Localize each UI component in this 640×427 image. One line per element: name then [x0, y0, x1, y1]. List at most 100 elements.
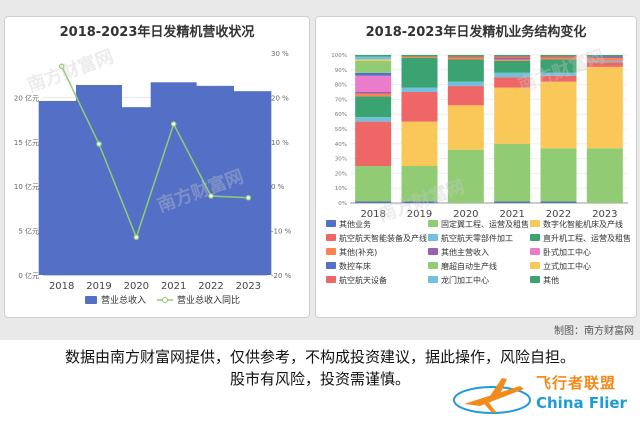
y-tick-label: 70% — [335, 97, 347, 103]
airplane-logo-icon — [453, 378, 531, 414]
stack-segment — [540, 201, 577, 203]
legend-label: 航空航天零部件加工 — [441, 233, 513, 243]
chart-credit: 制图：南方财富网 — [554, 326, 634, 337]
stack-segment — [586, 57, 623, 61]
revenue-bar — [225, 91, 272, 276]
stack-segment — [586, 55, 623, 57]
yoy-point — [96, 141, 102, 147]
legend-label: 直升机工程、运营及租售 — [543, 233, 631, 243]
legend-swatch — [326, 276, 336, 283]
legend-swatch — [530, 248, 540, 255]
legend-swatch — [530, 220, 540, 227]
legend-label: 磨超自动生产线 — [441, 261, 497, 271]
legend-swatch — [326, 248, 336, 255]
legend-label: 营业总收入同比 — [177, 294, 240, 306]
stack-segment — [401, 55, 438, 57]
stack-segment — [401, 201, 438, 203]
stack-segment — [540, 75, 577, 82]
stack-segment — [355, 121, 392, 166]
x-tick-label: 2018 — [49, 281, 74, 292]
stack-segment — [494, 87, 531, 144]
stack-segment — [494, 72, 531, 78]
x-tick-label: 2023 — [592, 209, 617, 220]
x-tick-label: 2022 — [198, 281, 223, 292]
revenue-chart: 0 亿元 5 亿元 10 亿元 15 亿元 20 亿元 -20 % -10 % 0 % 10 %… — [14, 50, 292, 306]
legend-label: 其他主营收入 — [441, 247, 489, 257]
stack-segment — [494, 56, 531, 58]
stack-segment — [494, 57, 531, 60]
business-structure-chart-panel: 2018-2023年日发精机业务结构变化 0% 10% 20% 30% 40% 50% 60… — [315, 16, 637, 318]
legend-label: 数字化智能机床及产线 — [543, 219, 623, 229]
stack-segment — [540, 72, 577, 76]
x-tick-label: 2022 — [546, 209, 571, 220]
y-tick-label: 0 亿元 — [18, 271, 39, 280]
legend-swatch — [530, 234, 540, 241]
x-tick-label: 2018 — [360, 209, 385, 220]
stack-segment — [355, 92, 392, 94]
legend-swatch — [530, 276, 540, 283]
y2-tick-label: 30 % — [271, 50, 289, 58]
legend-label: 营业总收入 — [101, 294, 146, 306]
stack-segment — [401, 121, 438, 166]
legend-label: 其他(补充) — [339, 247, 377, 257]
stack-segment — [355, 56, 392, 60]
stack-segment — [447, 81, 484, 87]
legend-swatch — [428, 262, 438, 269]
y-tick-label: 30% — [335, 157, 347, 163]
y-tick-label: 80% — [335, 83, 347, 89]
stack-segment — [355, 55, 392, 57]
logo-text-en: China Flier — [536, 394, 627, 412]
y-tick-label: 20% — [335, 171, 347, 177]
stack-segment — [355, 93, 392, 97]
stack-segment — [540, 59, 577, 73]
yoy-point — [133, 234, 140, 241]
y2-tick-label: 0 % — [271, 183, 285, 191]
y2-tick-label: -20 % — [271, 272, 292, 280]
y2-tick-label: 10 % — [271, 139, 289, 147]
stack-segment — [586, 62, 623, 67]
stack-segment — [494, 55, 531, 57]
y-tick-label: 50% — [335, 127, 347, 133]
stack-segment — [540, 56, 577, 58]
y-tick-label: 90% — [335, 68, 347, 74]
legend-label: 其他 — [543, 275, 559, 285]
stack-segment — [586, 66, 623, 149]
legend-swatch — [326, 234, 336, 241]
stack-segment — [586, 60, 623, 63]
stack-segment — [355, 60, 392, 73]
stack-segment — [401, 87, 438, 92]
y-tick-label: 40% — [335, 142, 347, 148]
stack-segment — [355, 75, 392, 92]
y-tick-label: 20 亿元 — [14, 93, 39, 102]
legend-swatch — [85, 296, 97, 304]
yoy-point — [170, 121, 177, 127]
stack-segment — [494, 201, 531, 203]
revenue-chart-title: 2018-2023年日发精机营收状况 — [59, 25, 255, 40]
stack-segment — [447, 149, 484, 203]
stack-segment — [447, 55, 484, 57]
legend-swatch — [162, 297, 168, 303]
legend-label: 航空航天设备 — [339, 275, 387, 285]
yoy-point — [208, 193, 214, 199]
legend-swatch — [428, 276, 438, 283]
y-tick-label: 100% — [331, 53, 347, 59]
stack-segment — [540, 57, 577, 60]
x-tick-label: 2019 — [407, 209, 432, 220]
legend-swatch — [326, 220, 336, 227]
legend-label: 固定翼工程、运营及租售 — [441, 219, 529, 229]
stack-segment — [447, 57, 484, 60]
stack-segment — [494, 59, 531, 61]
legend-label: 卧式加工中心 — [543, 247, 591, 257]
legend-label: 龙门加工中心 — [441, 275, 489, 285]
stack-segment — [355, 59, 392, 61]
stack-segment — [494, 143, 531, 202]
business-structure-chart: 0% 10% 20% 30% 40% 50% 60% 70% 80% 90% 100% 2018 201… — [326, 53, 631, 285]
stack-segment — [355, 117, 392, 122]
x-tick-label: 2020 — [124, 281, 149, 292]
yoy-point — [245, 194, 252, 201]
stack-segment — [494, 60, 531, 73]
y-tick-label: 10 亿元 — [14, 182, 39, 191]
disclaimer-line-1: 数据由南方财富网提供，仅供参考，不构成投资建议，据此操作，风险自担。 — [64, 348, 575, 366]
stack-segment — [586, 56, 623, 58]
y-tick-label: 60% — [335, 112, 347, 118]
